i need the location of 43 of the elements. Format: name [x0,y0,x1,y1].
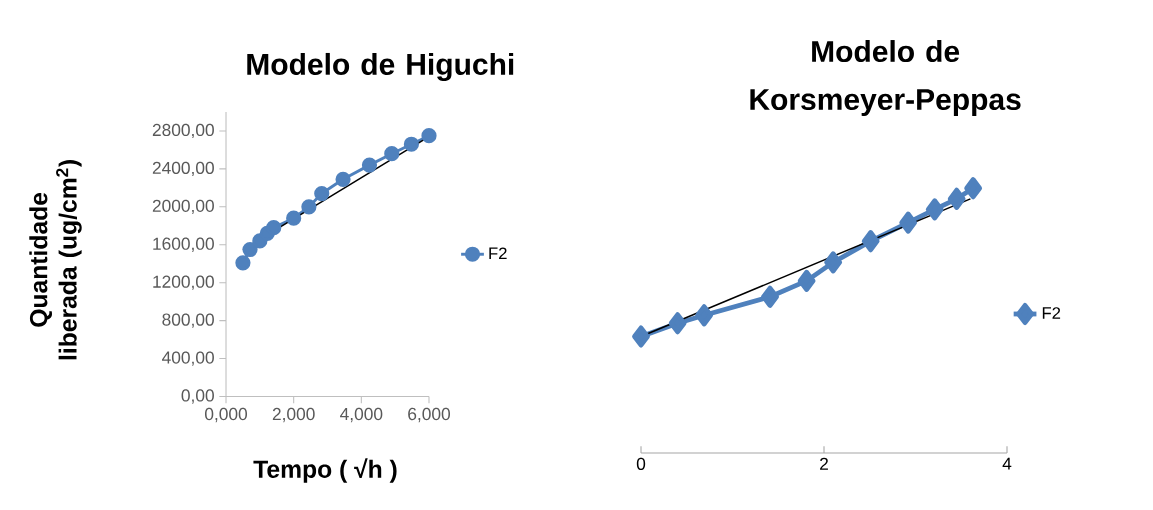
x-tick-label: 4,000 [340,407,383,423]
point [925,198,944,221]
y-tick-label: 800,00 [162,313,214,328]
point [632,325,650,348]
point [266,220,282,236]
point [861,230,880,253]
chart-title: Modelo de Higuchi [247,52,514,82]
point [235,255,251,271]
point [361,157,378,173]
y-tick-label: 1200,00 [153,275,214,290]
point [286,210,302,226]
x-tick-label: 0,000 [204,407,248,423]
legend-label: F2 [489,247,507,260]
x-tick-label: 2 [820,457,828,470]
point [242,241,258,258]
point [668,312,687,335]
point [761,285,779,308]
point [301,199,317,215]
chart-title: Modelo de Korsmeyer-Peppas [750,40,1021,117]
point [335,171,351,187]
point [384,146,400,162]
legend-label: F2 [1042,307,1061,319]
point [403,136,420,152]
x-tick-label: 2,000 [272,407,315,423]
point [824,251,843,274]
y-tick-label: 2400,00 [152,161,214,177]
y-tick-label: 2000,00 [152,199,214,214]
point [899,211,918,234]
point [797,269,816,292]
x-tick-label: 0 [636,457,646,470]
y-tick-label: 0,00 [181,389,214,404]
y-axis-title: Quantidade liberada (ug/cm$^{2}$) [29,160,82,360]
x-axis-title: Tempo ( √h ) [253,458,397,483]
point [314,185,330,202]
point [964,177,983,200]
y-tick-label: 1600,00 [153,237,214,252]
y-tick-label: 400,00 [162,351,214,366]
point [421,128,437,144]
point [695,304,714,327]
x-tick-label: 4 [1002,457,1012,470]
y-tick-label: 2800,00 [152,123,214,139]
point [947,187,966,210]
x-tick-label: 6,000 [408,407,451,423]
